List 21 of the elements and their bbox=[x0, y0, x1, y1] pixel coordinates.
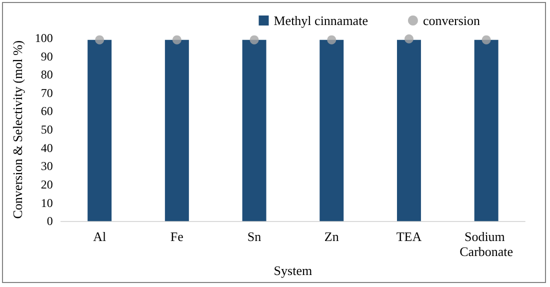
x-tick-label: Fe bbox=[170, 229, 184, 244]
x-tick-label: Sn bbox=[247, 229, 262, 244]
legend-label: Methyl cinnamate bbox=[274, 13, 368, 28]
x-tick-label: Sodium Carbonate bbox=[460, 229, 514, 260]
y-tick-label: 60 bbox=[40, 104, 53, 118]
x-tick-label: Zn bbox=[324, 229, 340, 244]
y-tick-label: 20 bbox=[40, 177, 53, 192]
y-tick-label: 80 bbox=[40, 68, 53, 82]
x-axis-title: System bbox=[274, 263, 312, 278]
y-tick-label: 10 bbox=[40, 196, 53, 210]
x-tick-label: TEA bbox=[396, 229, 422, 244]
y-tick-label: 40 bbox=[40, 140, 53, 155]
y-tick-label: 90 bbox=[40, 49, 53, 64]
x-tick-label: Al bbox=[93, 229, 106, 244]
y-tick-label: 30 bbox=[40, 159, 53, 174]
y-tick-label: 100 bbox=[34, 31, 53, 45]
y-axis-title: Conversion & Selectivity (mol %) bbox=[10, 40, 25, 219]
y-tick-label: 50 bbox=[40, 122, 53, 137]
y-tick-label: 0 bbox=[46, 214, 53, 228]
y-tick-label: 70 bbox=[40, 86, 53, 100]
legend-label: conversion bbox=[422, 13, 480, 28]
